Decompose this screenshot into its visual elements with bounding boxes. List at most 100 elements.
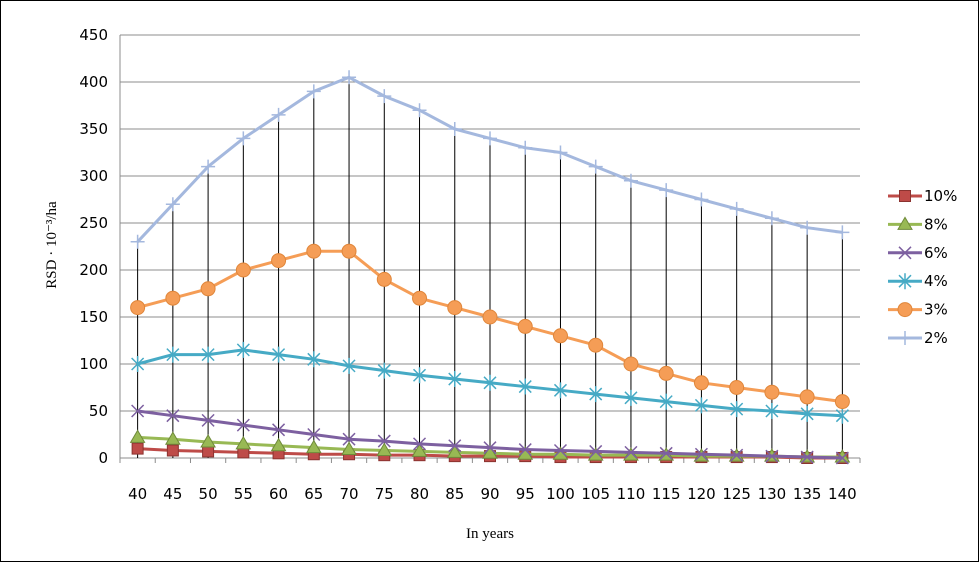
data-point-6pct [518,443,532,457]
data-point-3pct [235,262,251,278]
data-point-4pct [307,351,321,368]
legend-marker [899,190,911,202]
y-axis-title: RSD · 10⁻³/ha [44,201,60,289]
data-point-4pct [694,397,708,414]
data-point-4pct [553,382,568,399]
data-point-6pct [272,423,286,437]
x-tick-label: 100 [546,485,575,503]
data-point-6pct [131,404,145,418]
data-point-2pct [201,159,216,174]
data-point-2pct [764,211,779,226]
data-point-2pct [729,201,744,216]
x-tick-label: 85 [445,485,464,503]
data-point-10pct [166,444,179,457]
data-point-6pct [589,444,603,458]
data-point-6pct [201,413,215,427]
data-point-8pct [376,442,393,456]
series-6pct [131,404,849,465]
data-point-4pct [624,389,638,406]
legend-marker [898,246,912,260]
data-point-6pct [483,441,497,455]
data-point-6pct [553,443,568,458]
data-point-8pct [411,443,428,457]
data-point-2pct [165,197,180,212]
legend-marker [898,273,912,290]
x-tick-label: 65 [304,485,323,503]
data-point-6pct [835,451,849,465]
data-point-2pct [588,159,603,174]
data-point-3pct [412,290,428,306]
data-point-3pct [271,253,287,269]
data-point-3pct [482,309,498,325]
data-point-2pct [483,131,497,146]
legend-label: 2% [924,329,948,347]
data-point-2pct [553,145,568,160]
series-group [129,70,851,465]
x-tick-label: 110 [617,485,646,503]
x-tick-label: 130 [758,485,787,503]
data-point-3pct [306,243,322,259]
legend-label: 8% [924,215,948,233]
x-axis-title: In years [466,526,514,542]
data-point-6pct [730,448,744,462]
data-point-8pct [446,444,463,458]
x-tick-label: 80 [410,485,429,503]
data-point-4pct [518,378,532,395]
data-point-3pct [729,380,745,395]
data-point-10pct [202,445,215,458]
data-point-3pct [693,375,709,391]
x-tick-label: 70 [340,485,359,503]
series-4pct [131,341,849,424]
data-point-2pct [306,84,321,99]
data-point-4pct [448,371,462,388]
data-point-6pct [659,446,673,460]
data-point-4pct [589,386,603,403]
data-point-6pct [800,450,814,464]
y-tick-label: 300 [79,167,108,185]
data-point-8pct [270,437,287,452]
data-point-3pct [799,389,815,405]
data-point-3pct [623,356,639,372]
data-point-2pct [659,183,674,198]
data-point-6pct [448,439,462,453]
legend-label: 6% [924,244,948,262]
legend-marker [897,302,913,318]
data-point-8pct [129,429,146,443]
y-tick-label: 100 [79,355,108,373]
y-tick-label: 200 [79,261,108,279]
data-point-4pct [765,403,779,419]
y-tick-label: 150 [79,308,108,326]
x-tick-label: 50 [199,485,218,503]
x-tick-label: 140 [828,485,857,503]
x-axis-ticks: 40 45 50 55 60 65 70 75 80 85 90 95 100 105 110 115 120 1… [128,485,857,503]
data-point-6pct [307,427,321,442]
data-point-8pct [200,434,216,448]
data-point-4pct [659,393,673,410]
legend-item-6pct: 6% [888,244,948,262]
data-point-3pct [517,318,533,334]
y-axis-ticks: 0 50 100 150 200 250 300 350 400 450 [79,26,108,467]
data-point-6pct [412,437,427,451]
data-point-2pct [271,107,286,122]
legend-label: 3% [924,301,948,319]
data-point-4pct [483,374,497,391]
data-point-3pct [341,243,357,259]
x-tick-label: 120 [687,485,716,503]
data-point-6pct [342,432,356,446]
data-point-2pct [518,140,533,155]
legend-item-8pct: 8% [888,215,948,233]
legend-label: 10% [924,187,957,205]
data-point-3pct [764,384,780,400]
y-tick-label: 400 [79,73,108,91]
data-point-3pct [130,300,146,316]
series-3pct [130,243,850,410]
data-point-4pct [730,401,744,418]
legend-item-4pct: 4% [888,272,948,290]
series-2pct [130,70,850,249]
data-point-4pct [377,362,391,379]
data-point-2pct [342,70,357,85]
data-point-2pct [694,192,709,207]
legend-item-3pct: 3% [888,301,948,319]
data-point-4pct [201,346,215,363]
data-point-4pct [835,407,849,424]
